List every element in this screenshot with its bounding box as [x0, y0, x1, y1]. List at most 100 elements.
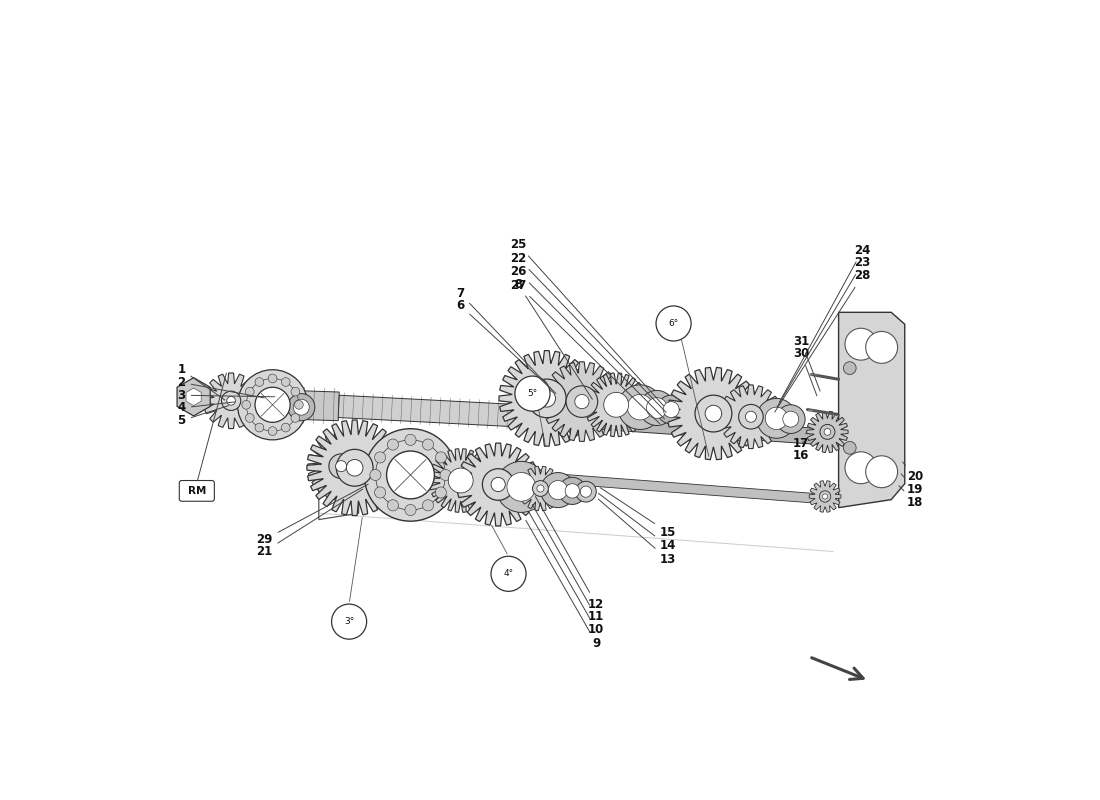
Circle shape	[738, 405, 763, 429]
Polygon shape	[307, 420, 403, 515]
Circle shape	[746, 411, 757, 422]
Circle shape	[245, 387, 254, 396]
Polygon shape	[456, 443, 540, 526]
Circle shape	[455, 475, 465, 486]
Circle shape	[528, 379, 566, 418]
Circle shape	[364, 429, 456, 521]
Text: 2: 2	[177, 376, 264, 398]
Circle shape	[777, 405, 805, 434]
Circle shape	[647, 398, 668, 418]
Circle shape	[483, 469, 514, 500]
Circle shape	[255, 378, 264, 386]
Text: 23: 23	[777, 256, 870, 407]
Circle shape	[268, 374, 277, 383]
Text: 18: 18	[899, 486, 923, 509]
Polygon shape	[584, 373, 648, 437]
Polygon shape	[308, 433, 374, 499]
Circle shape	[295, 400, 304, 409]
Polygon shape	[429, 449, 493, 512]
Polygon shape	[719, 385, 783, 449]
Circle shape	[540, 473, 575, 508]
Polygon shape	[204, 373, 258, 429]
Text: 22: 22	[510, 251, 667, 412]
Text: 3°: 3°	[344, 617, 354, 626]
Text: 14: 14	[598, 494, 676, 552]
Circle shape	[566, 386, 597, 418]
Circle shape	[507, 473, 536, 502]
FancyBboxPatch shape	[179, 481, 214, 502]
Circle shape	[370, 470, 381, 481]
Text: 13: 13	[598, 499, 676, 566]
Text: 26: 26	[510, 265, 664, 418]
Circle shape	[820, 425, 835, 439]
Text: 27: 27	[510, 278, 660, 423]
Polygon shape	[177, 378, 210, 416]
Circle shape	[783, 411, 799, 427]
Circle shape	[282, 378, 290, 386]
Circle shape	[515, 376, 550, 411]
Text: 4°: 4°	[504, 570, 514, 578]
Circle shape	[532, 481, 548, 496]
Circle shape	[766, 407, 788, 430]
Circle shape	[282, 423, 290, 432]
Text: 3: 3	[177, 389, 275, 402]
Circle shape	[238, 370, 308, 440]
Circle shape	[605, 394, 628, 416]
Circle shape	[845, 328, 877, 360]
Circle shape	[823, 494, 827, 499]
Circle shape	[294, 399, 309, 415]
Circle shape	[663, 402, 679, 418]
Text: 1: 1	[177, 363, 224, 400]
Circle shape	[618, 385, 662, 430]
Text: 30: 30	[793, 347, 817, 396]
Circle shape	[288, 394, 315, 421]
Circle shape	[581, 486, 592, 498]
Circle shape	[575, 482, 596, 502]
Circle shape	[610, 400, 621, 410]
Polygon shape	[521, 408, 834, 446]
Circle shape	[575, 394, 589, 409]
Circle shape	[255, 387, 290, 422]
Text: 10: 10	[529, 513, 604, 636]
Circle shape	[405, 505, 416, 515]
Circle shape	[491, 478, 505, 492]
Circle shape	[538, 390, 556, 407]
Circle shape	[565, 484, 580, 498]
Text: 9: 9	[526, 520, 601, 650]
Polygon shape	[542, 362, 621, 442]
Text: 16: 16	[793, 441, 810, 462]
Circle shape	[656, 306, 691, 341]
Circle shape	[387, 500, 398, 511]
Text: 29: 29	[256, 484, 368, 546]
Polygon shape	[810, 481, 840, 512]
Polygon shape	[518, 466, 563, 510]
Circle shape	[387, 439, 398, 450]
Circle shape	[559, 478, 586, 505]
Circle shape	[639, 390, 674, 426]
Polygon shape	[806, 411, 848, 453]
Text: 7: 7	[456, 287, 552, 390]
Polygon shape	[186, 388, 201, 406]
Circle shape	[449, 469, 472, 492]
Text: 12: 12	[536, 497, 604, 610]
Text: 21: 21	[256, 489, 363, 558]
Text: 20: 20	[903, 462, 923, 483]
Circle shape	[866, 331, 898, 363]
Circle shape	[386, 451, 434, 499]
Text: 11: 11	[532, 505, 604, 623]
Circle shape	[221, 391, 241, 410]
Circle shape	[422, 439, 433, 450]
Circle shape	[268, 426, 277, 435]
Circle shape	[824, 429, 830, 435]
Circle shape	[844, 362, 856, 374]
Polygon shape	[499, 350, 595, 446]
Circle shape	[436, 487, 447, 498]
Text: 6: 6	[456, 299, 556, 394]
Polygon shape	[318, 456, 834, 505]
Polygon shape	[219, 388, 339, 421]
Circle shape	[496, 462, 547, 513]
Circle shape	[866, 456, 898, 488]
Circle shape	[449, 468, 473, 493]
Circle shape	[374, 487, 386, 498]
Text: 31: 31	[793, 334, 821, 391]
